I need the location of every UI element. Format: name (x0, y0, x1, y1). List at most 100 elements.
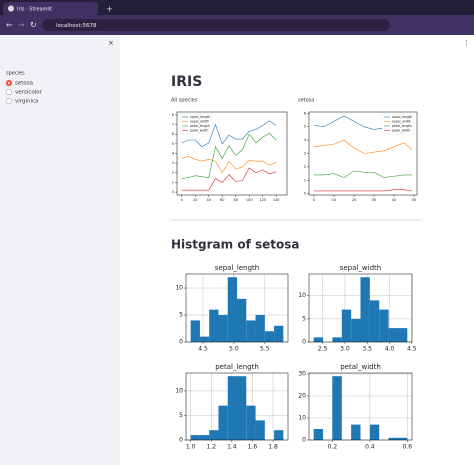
legend-label: sepal_width (190, 120, 209, 124)
bar (246, 320, 256, 342)
bar (397, 437, 408, 440)
y-tick-label: 0 (179, 339, 183, 346)
y-tick-label: 2 (304, 165, 306, 169)
legend-label: petal_width (190, 129, 208, 133)
url: localhost:5678 (56, 23, 97, 29)
axes-frame (176, 111, 288, 196)
sidebar (0, 35, 120, 465)
x-tick-label: 50 (412, 198, 416, 202)
y-tick-label: 4 (172, 152, 175, 156)
tab[interactable] (3, 2, 98, 15)
bar (227, 376, 237, 440)
radio[interactable] (5, 88, 13, 96)
new-tab[interactable]: + (106, 5, 113, 14)
y-tick-label: 1 (304, 178, 306, 182)
x-tick-label: 120 (259, 198, 266, 202)
x-tick-label: 1.8 (268, 444, 278, 451)
x-tick-label: 3.5 (362, 346, 372, 353)
chart-caption: setosa (298, 98, 314, 104)
y-tick-label: 6 (172, 132, 174, 136)
bar (190, 435, 200, 440)
bar (388, 437, 398, 440)
y-tick-label: 3 (304, 152, 306, 156)
forward[interactable]: → (18, 21, 25, 30)
main (120, 35, 474, 465)
x-tick-label: 2.5 (318, 346, 328, 353)
y-tick-label: 3 (172, 161, 174, 165)
y-tick-label: 5 (179, 312, 183, 319)
axes-frame (308, 372, 413, 441)
x-tick-label: 0 (181, 198, 183, 202)
y-tick-label: 10 (298, 292, 306, 299)
line (181, 120, 277, 148)
bar (369, 424, 380, 440)
y-tick-label: 4 (304, 138, 307, 142)
bar (341, 309, 352, 342)
line (181, 156, 277, 174)
x-tick-label: 1.2 (206, 444, 216, 451)
y-tick-label: 8 (172, 113, 174, 117)
bar (274, 325, 284, 342)
chart-title: sepal_length (215, 264, 259, 272)
x-tick-label: 40 (206, 198, 210, 202)
y-tick-label: 30 (298, 370, 306, 377)
reload[interactable]: ↻ (30, 21, 37, 30)
menu[interactable]: ⋮ (463, 39, 470, 47)
legend-label: sepal_length (392, 115, 412, 119)
x-tick-label: 100 (246, 198, 253, 202)
legend-label: petal_length (392, 124, 412, 128)
tab-title: Iris · Streamlit (17, 7, 52, 13)
radio-option: virginica (15, 99, 38, 105)
x-tick-label: 0.6 (403, 444, 413, 451)
bar (313, 428, 324, 440)
bar (255, 420, 265, 440)
y-tick-label: 0 (179, 437, 183, 444)
x-tick-label: 5.5 (260, 346, 270, 353)
x-tick-label: 0.4 (365, 444, 375, 451)
bar (332, 376, 342, 440)
y-tick-label: 5 (172, 142, 174, 146)
y-tick-label: 7 (172, 123, 174, 127)
axes-frame (308, 273, 413, 343)
radio-option: setosa (15, 81, 33, 87)
address-bar[interactable] (42, 19, 390, 31)
legend-label: petal_length (190, 124, 210, 128)
bar (218, 315, 228, 342)
x-tick-label: 0.2 (328, 444, 338, 451)
x-tick-label: 1.6 (248, 444, 258, 451)
heading: Histgram of setosa (171, 238, 299, 252)
line (314, 189, 413, 192)
x-tick-label: 30 (372, 198, 376, 202)
x-tick-label: 140 (273, 198, 280, 202)
chart-title: petal_width (340, 363, 381, 371)
radio-dot (8, 82, 10, 84)
y-tick-label: 0 (304, 192, 306, 196)
legend (179, 113, 213, 135)
bar (218, 405, 228, 440)
bar (351, 424, 361, 440)
legend-label: sepal_length (190, 115, 210, 119)
radio[interactable] (5, 97, 13, 105)
legend (381, 113, 415, 135)
y-tick-label: 20 (298, 392, 306, 399)
x-tick-label: 60 (220, 198, 224, 202)
axes-frame (308, 111, 418, 196)
bar (313, 337, 324, 342)
x-tick-label: 20 (193, 198, 197, 202)
bar (369, 300, 380, 342)
axes-frame (185, 273, 289, 343)
bar (360, 277, 370, 342)
back[interactable]: ← (6, 21, 13, 30)
chart-caption: All species (171, 98, 198, 104)
bar (351, 318, 361, 342)
y-tick-label: 10 (175, 387, 183, 394)
bar (274, 430, 284, 440)
y-tick-label: 0 (302, 437, 306, 444)
bar (199, 336, 210, 342)
bar (209, 309, 219, 342)
axes-frame (185, 372, 289, 441)
y-tick-label: 5 (302, 315, 306, 322)
x-tick-label: 10 (332, 198, 336, 202)
close-sidebar[interactable]: × (108, 39, 114, 47)
